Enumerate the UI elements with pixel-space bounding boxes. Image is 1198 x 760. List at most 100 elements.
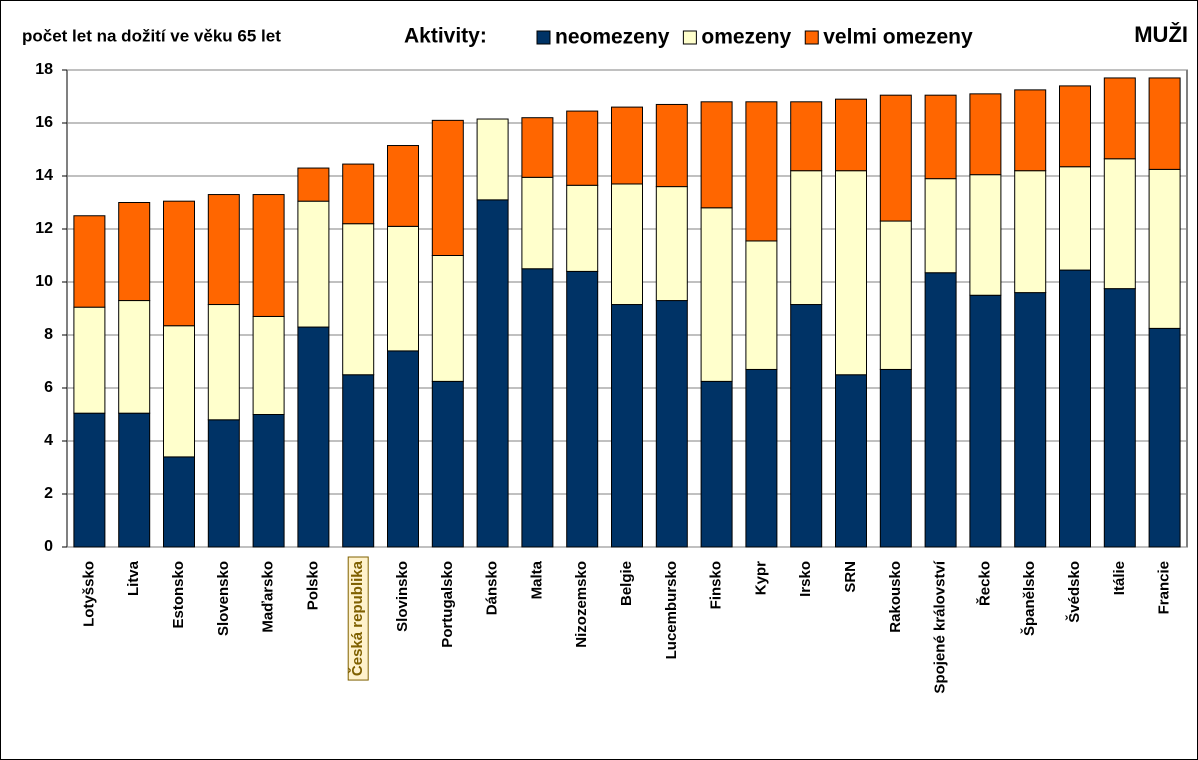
x-tick-label: Polsko	[304, 561, 321, 610]
x-tick-label: Spojené království	[932, 560, 949, 693]
bar-segment	[297, 167, 330, 202]
bar-segment	[1014, 170, 1047, 294]
bar-segment	[790, 170, 823, 306]
bar-segment	[1148, 327, 1181, 548]
bar-segment	[207, 194, 240, 306]
legend-swatch	[682, 30, 697, 45]
x-tick-group: Polsko	[304, 561, 321, 610]
x-tick-group: SRN	[842, 561, 859, 593]
bar-segment	[700, 101, 733, 209]
bar-segment	[611, 106, 643, 185]
bar-segment	[163, 200, 195, 327]
x-tick-label: SRN	[842, 561, 859, 593]
bar-segment	[118, 202, 151, 302]
bar-segment	[387, 145, 419, 227]
bar-segment	[342, 223, 375, 376]
x-tick-label: Švédsko	[1065, 561, 1083, 623]
bar-segment	[1103, 288, 1136, 548]
bar-segment	[118, 300, 151, 414]
legend-title: Aktivity:	[404, 25, 487, 48]
x-tick-group: Litva	[125, 560, 142, 596]
bar-segment	[1103, 77, 1136, 160]
bar-segment	[73, 412, 106, 548]
bar-segment	[924, 94, 957, 180]
legend-swatch	[804, 30, 819, 45]
bar-segment	[611, 304, 643, 548]
legend-swatch	[536, 30, 551, 45]
x-tick-group: Spojené království	[932, 560, 949, 693]
bar-segment	[879, 220, 912, 370]
bar-segment	[431, 119, 464, 256]
y-tick-label: 4	[44, 432, 53, 449]
x-tick-group: Lotyšsko	[80, 561, 97, 627]
x-tick-group: Lucembursko	[663, 561, 680, 659]
bar-segment	[566, 110, 599, 186]
bar-segment	[924, 272, 957, 548]
bar-segment	[1014, 292, 1047, 548]
bar-segment	[969, 93, 1002, 176]
bar-segment	[1059, 85, 1091, 168]
x-tick-label: Kypr	[752, 561, 769, 595]
x-tick-group: Portugalsko	[439, 561, 456, 648]
x-tick-label: Dánsko	[484, 561, 501, 615]
x-tick-label: Finsko	[708, 561, 725, 609]
bar-segment	[924, 178, 957, 274]
x-tick-group: Slovinsko	[394, 561, 411, 632]
x-tick-group: Španělsko	[1020, 561, 1038, 636]
bar-segment	[790, 101, 823, 172]
x-tick-label: Lucembursko	[663, 561, 680, 659]
bar-segment	[1059, 269, 1091, 548]
x-tick-group: Řecko	[975, 561, 993, 606]
x-tick-group: Irsko	[797, 561, 814, 597]
y-tick-label: 10	[35, 273, 53, 290]
x-tick-label: Česká republika	[348, 560, 366, 676]
x-tick-label: Irsko	[797, 561, 814, 597]
bar-segment	[1059, 166, 1091, 271]
highlight-box	[347, 556, 369, 681]
x-tick-group: Itálie	[1111, 561, 1128, 595]
bar-segment	[431, 380, 464, 548]
bar-segment	[655, 186, 688, 302]
bar-segment	[342, 163, 375, 225]
bar-segment	[73, 306, 106, 414]
bar-segment	[387, 225, 419, 352]
bar-segment	[969, 294, 1002, 548]
bar-segment	[566, 184, 599, 272]
x-tick-label: Belgie	[618, 561, 635, 606]
x-tick-label: Litva	[125, 560, 142, 596]
x-tick-label: Nizozemsko	[573, 561, 590, 648]
y-tick-label: 16	[35, 114, 53, 131]
x-tick-group: Rakousko	[887, 561, 904, 633]
bar-segment	[207, 419, 240, 548]
x-tick-group: Dánsko	[484, 561, 501, 615]
bar-segment	[745, 240, 778, 370]
x-tick-group: Finsko	[708, 561, 725, 609]
chart-title: počet let na dožití ve věku 65 let	[22, 26, 281, 45]
bar-segment	[387, 350, 419, 548]
bar-segment	[835, 374, 867, 548]
bar-segment	[342, 374, 375, 548]
bar-segment	[1103, 158, 1136, 290]
x-tick-label: Řecko	[975, 561, 993, 606]
bar-segment	[118, 412, 151, 548]
x-tick-group: Malta	[528, 560, 545, 599]
bar-segment	[700, 207, 733, 382]
x-tick-group: Maďarsko	[260, 561, 277, 633]
bar-segment	[835, 98, 867, 172]
bar-segment	[521, 117, 554, 178]
y-tick-label: 6	[44, 379, 53, 396]
bar-segment	[700, 380, 733, 548]
bar-segment	[297, 200, 330, 328]
x-tick-label: Estonsko	[170, 561, 187, 629]
x-tick-label: Maďarsko	[260, 561, 277, 633]
y-tick-label: 0	[44, 538, 53, 555]
bar-segment	[835, 170, 867, 376]
legend-label: velmi omezeny	[823, 26, 973, 49]
bar-segment	[252, 194, 285, 317]
legend-label: neomezeny	[555, 26, 670, 49]
x-tick-label: Lotyšsko	[80, 561, 97, 627]
bar-segment	[790, 304, 823, 548]
bar-segment	[1148, 77, 1181, 170]
bar-segment	[476, 118, 509, 201]
